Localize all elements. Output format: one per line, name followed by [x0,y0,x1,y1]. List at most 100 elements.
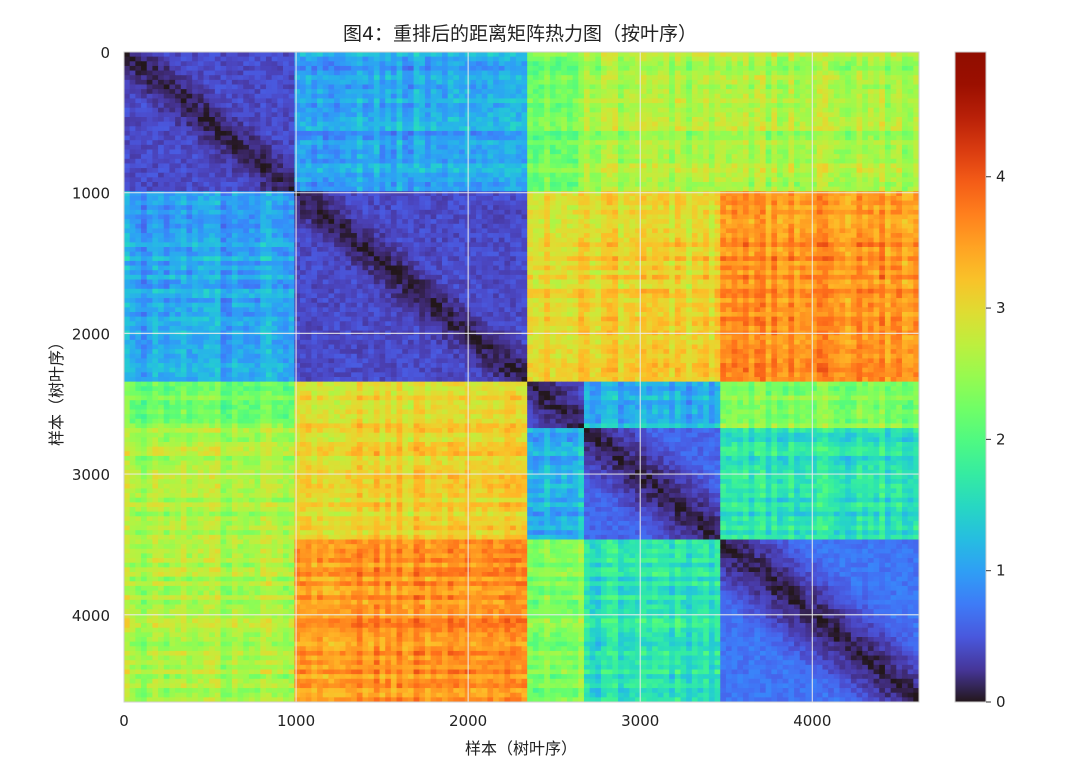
heatmap-cell [510,159,516,164]
heatmap-cell [408,173,414,178]
heatmap-cell [204,191,210,196]
heatmap-cell [834,52,840,57]
heatmap-cell [510,168,516,173]
heatmap-cell [238,108,244,113]
heatmap-cell [232,85,238,90]
heatmap-cell [612,201,618,206]
heatmap-cell [391,80,397,85]
heatmap-cell [703,205,709,210]
heatmap-cell [840,154,846,159]
heatmap-cell [158,126,164,131]
heatmap-cell [158,89,164,94]
heatmap-cell [306,150,312,155]
heatmap-cell [720,108,726,113]
heatmap-cell [436,140,442,145]
heatmap-cell [760,61,766,66]
heatmap-cell [328,108,334,113]
heatmap-cell [652,108,658,113]
heatmap-cell [493,145,499,150]
heatmap-cell [164,140,170,145]
heatmap-cell [573,126,579,131]
heatmap-cell [186,89,192,94]
heatmap-cell [595,117,601,122]
heatmap-cell [169,122,175,127]
heatmap-cell [380,52,386,57]
heatmap-cell [624,210,630,215]
heatmap-cell [732,187,738,192]
heatmap-cell [470,103,476,108]
heatmap-cell [573,140,579,145]
heatmap-cell [516,98,522,103]
heatmap-cell [204,52,210,57]
heatmap-cell [896,117,902,122]
heatmap-cell [135,71,141,76]
heatmap-cell [726,122,732,127]
heatmap-cell [805,98,811,103]
heatmap-cell [726,80,732,85]
heatmap-cell [658,215,664,220]
heatmap-cell [896,57,902,62]
heatmap-cell [590,122,596,127]
heatmap-cell [533,145,539,150]
heatmap-cell [522,173,528,178]
heatmap-cell [192,210,198,215]
heatmap-cell [164,168,170,173]
heatmap-cell [215,177,221,182]
heatmap-cell [260,177,266,182]
heatmap-cell [641,75,647,80]
heatmap-cell [584,136,590,141]
heatmap-cell [516,182,522,187]
heatmap-cell [902,61,908,66]
heatmap-cell [135,52,141,57]
heatmap-cell [135,61,141,66]
heatmap-cell [686,71,692,76]
heatmap-cell [436,57,442,62]
heatmap-cell [283,215,289,220]
heatmap-cell [896,94,902,99]
heatmap-cell [658,205,664,210]
heatmap-cell [561,57,567,62]
heatmap-cell [204,57,210,62]
heatmap-cell [544,163,550,168]
heatmap-cell [504,108,510,113]
heatmap-cell [294,154,300,159]
heatmap-cell [828,159,834,164]
heatmap-cell [715,131,721,136]
heatmap-cell [788,154,794,159]
heatmap-cell [368,182,374,187]
heatmap-cell [306,154,312,159]
heatmap-cell [368,89,374,94]
heatmap-cell [289,210,295,215]
heatmap-cell [135,122,141,127]
heatmap-cell [629,117,635,122]
heatmap-cell [817,117,823,122]
heatmap-cell [857,80,863,85]
heatmap-cell [800,140,806,145]
heatmap-cell [425,154,431,159]
heatmap-cell [902,159,908,164]
heatmap-cell [658,140,664,145]
heatmap-cell [544,159,550,164]
heatmap-cell [181,205,187,210]
heatmap-cell [294,145,300,150]
heatmap-cell [817,191,823,196]
heatmap-cell [669,154,675,159]
heatmap-cell [431,52,437,57]
heatmap-cell [624,98,630,103]
heatmap-cell [612,112,618,117]
heatmap-cell [675,52,681,57]
heatmap-cell [868,145,874,150]
heatmap-cell [544,150,550,155]
heatmap-cell [283,168,289,173]
heatmap-cell [328,159,334,164]
heatmap-cell [135,80,141,85]
heatmap-cell [896,163,902,168]
heatmap-cell [692,89,698,94]
heatmap-cell [408,210,414,215]
heatmap-cell [431,187,437,192]
heatmap-cell [902,52,908,57]
heatmap-cell [607,112,613,117]
heatmap-cell [845,112,851,117]
heatmap-cell [204,145,210,150]
heatmap-cell [607,126,613,131]
